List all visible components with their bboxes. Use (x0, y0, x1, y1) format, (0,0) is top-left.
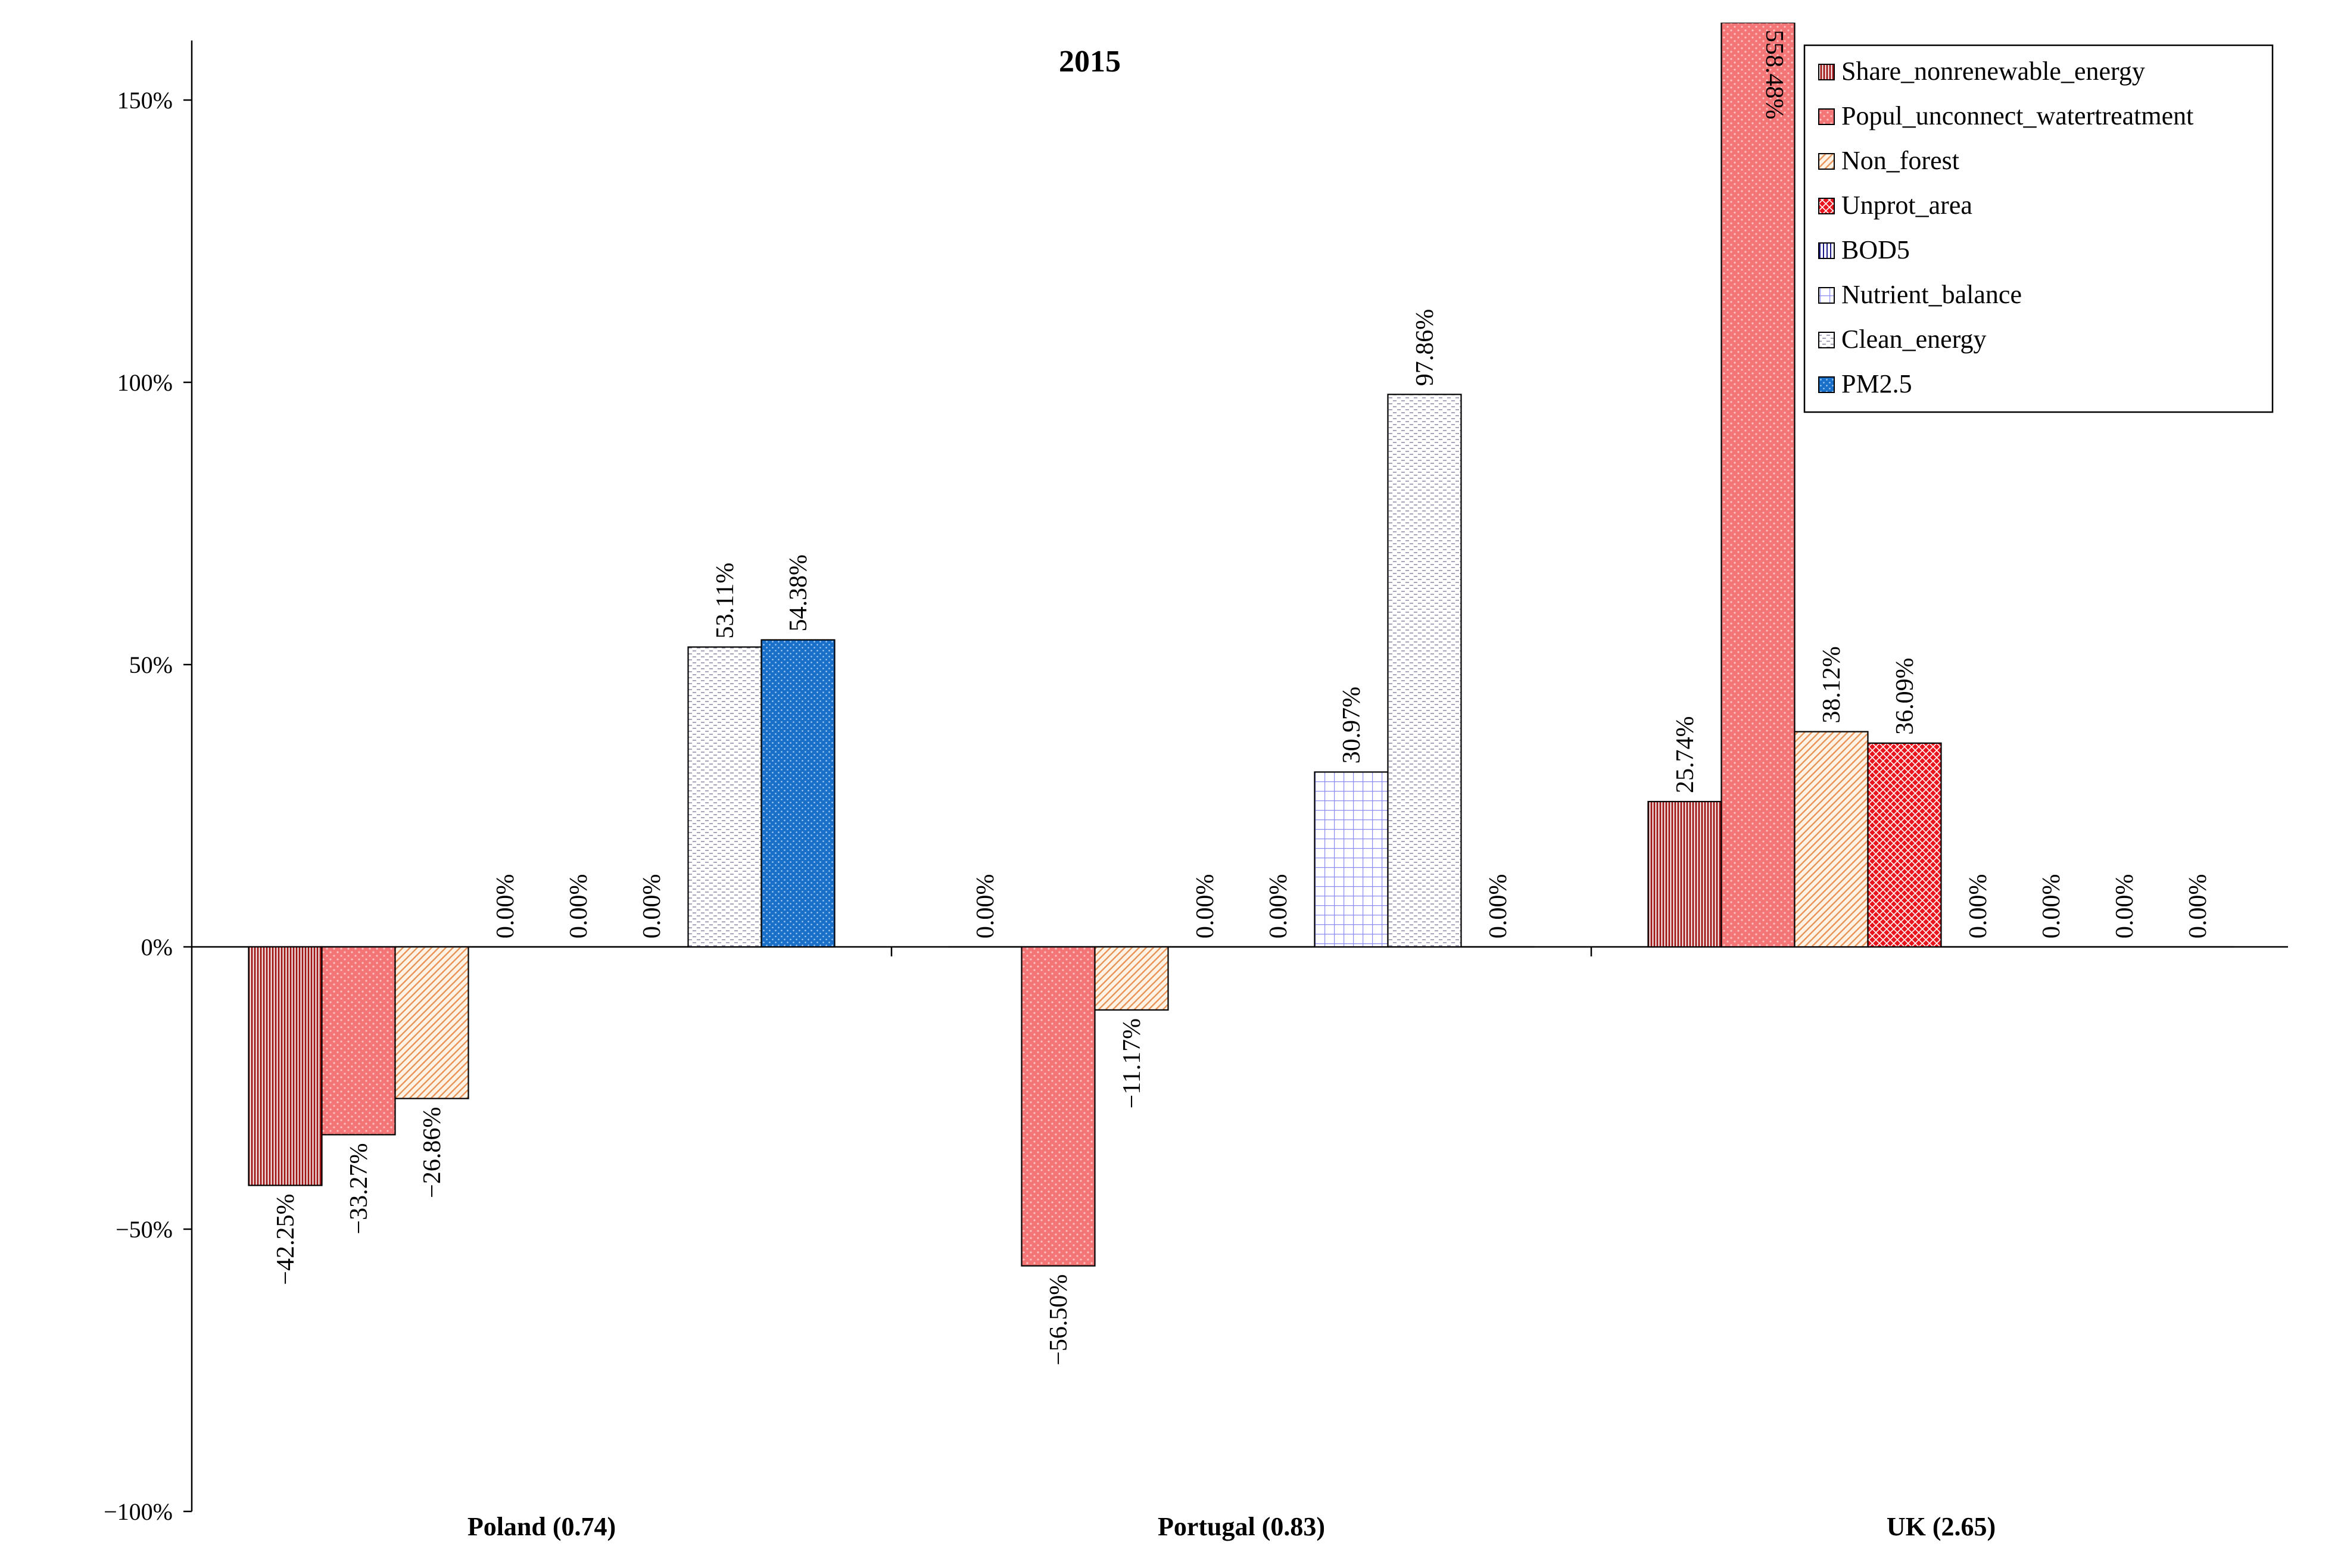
bar (1314, 771, 1389, 948)
legend-swatch (1818, 153, 1835, 170)
chart-title: 2015 (1059, 45, 1121, 79)
legend-swatch (1818, 376, 1835, 393)
data-label: 0.00% (565, 874, 593, 939)
legend-label: Non_forest (1841, 146, 1959, 175)
category-label: Poland (0.74) (467, 1512, 616, 1541)
data-label: 0.00% (1965, 874, 1992, 939)
data-label: −26.86% (419, 1107, 446, 1198)
legend-label: Share_nonrenewable_energy (1841, 57, 2145, 86)
legend-swatch (1818, 242, 1835, 259)
data-label: 0.00% (1265, 874, 1292, 939)
data-label: 0.00% (1485, 874, 1512, 939)
legend-swatch (1818, 332, 1835, 348)
legend: Share_nonrenewable_energy Popul_unconnect… (1803, 44, 2274, 413)
bar (687, 646, 762, 948)
bar (321, 946, 396, 1136)
y-tick-label: 150% (117, 87, 173, 114)
data-label: 558.48% (1760, 30, 1788, 120)
data-label: 25.74% (1672, 716, 1699, 793)
category-label: Portugal (0.83) (1158, 1512, 1325, 1541)
bar (394, 946, 469, 1099)
data-label: −11.17% (1118, 1018, 1146, 1109)
y-tick-label: −100% (104, 1498, 173, 1525)
y-tick-label: −50% (116, 1216, 173, 1243)
y-tick-label: 50% (129, 651, 173, 678)
bar (760, 639, 836, 948)
data-label: 36.09% (1891, 657, 1919, 735)
data-label: 0.00% (972, 874, 999, 939)
data-label: −56.50% (1045, 1274, 1073, 1366)
data-label: −33.27% (345, 1143, 373, 1234)
data-label: 0.00% (638, 874, 666, 939)
y-tick-label: 100% (117, 369, 173, 396)
legend-label: PM2.5 (1841, 369, 1912, 398)
legend-label: Clean_energy (1841, 325, 1987, 354)
bar (1647, 800, 1722, 948)
data-label: 0.00% (2111, 874, 2139, 939)
data-label: 0.00% (1192, 874, 1219, 939)
bar (1867, 742, 1942, 948)
bar (1720, 23, 1796, 948)
legend-box (1803, 44, 2274, 413)
data-label: 0.00% (2184, 874, 2212, 939)
bar (1094, 946, 1169, 1011)
data-label: 53.11% (712, 563, 739, 639)
legend-label: Nutrient_balance (1841, 280, 2022, 309)
bar (248, 946, 323, 1186)
category-label: UK (2.65) (1887, 1512, 1996, 1541)
legend-swatch (1818, 198, 1835, 214)
data-label: 0.00% (492, 874, 519, 939)
bar (1794, 731, 1869, 948)
data-label: 97.86% (1411, 309, 1439, 386)
legend-label: BOD5 (1841, 235, 1910, 264)
bar (1387, 394, 1462, 948)
legend-swatch (1818, 287, 1835, 304)
legend-swatch (1818, 64, 1835, 80)
legend-swatch (1818, 108, 1835, 125)
bar (1021, 946, 1096, 1267)
data-label: −42.25% (272, 1194, 300, 1285)
data-label: 30.97% (1338, 687, 1366, 764)
data-label: 0.00% (2038, 874, 2065, 939)
data-label: 38.12% (1818, 646, 1846, 724)
legend-label: Unprot_area (1841, 191, 1972, 220)
y-tick-label: 0% (141, 934, 173, 961)
data-label: 54.38% (785, 554, 812, 632)
legend-label: Popul_unconnect_watertreatment (1841, 101, 2193, 130)
